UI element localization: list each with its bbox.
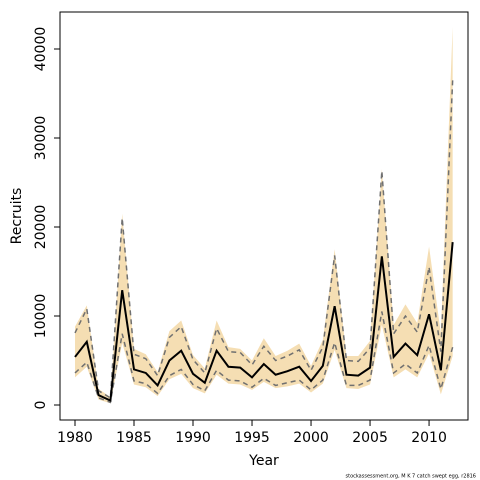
- ci-line: [74, 80, 454, 400]
- x-tick-label: 1980: [57, 430, 93, 446]
- y-tick-label: 40000: [33, 27, 49, 72]
- y-tick-label: 30000: [33, 116, 49, 161]
- x-tick-label: 2000: [293, 430, 329, 446]
- y-tick-label: 10000: [33, 294, 49, 339]
- recruits-line: [74, 242, 454, 403]
- y-tick-label: 0: [33, 401, 49, 410]
- footnote: stockassessment.org, M K 7 catch swept e…: [346, 474, 477, 480]
- plot-frame: [59, 11, 469, 421]
- x-tick-label: 1985: [116, 430, 152, 446]
- y-axis-label: Recruits: [9, 188, 25, 245]
- y-tick-label: 20000: [33, 205, 49, 250]
- x-axis-label: Year: [248, 453, 279, 469]
- x-tick-label: 1995: [234, 430, 270, 446]
- x-tick-label: 1990: [175, 430, 211, 446]
- x-tick-label: 2010: [411, 430, 447, 446]
- x-tick-label: 2005: [352, 430, 388, 446]
